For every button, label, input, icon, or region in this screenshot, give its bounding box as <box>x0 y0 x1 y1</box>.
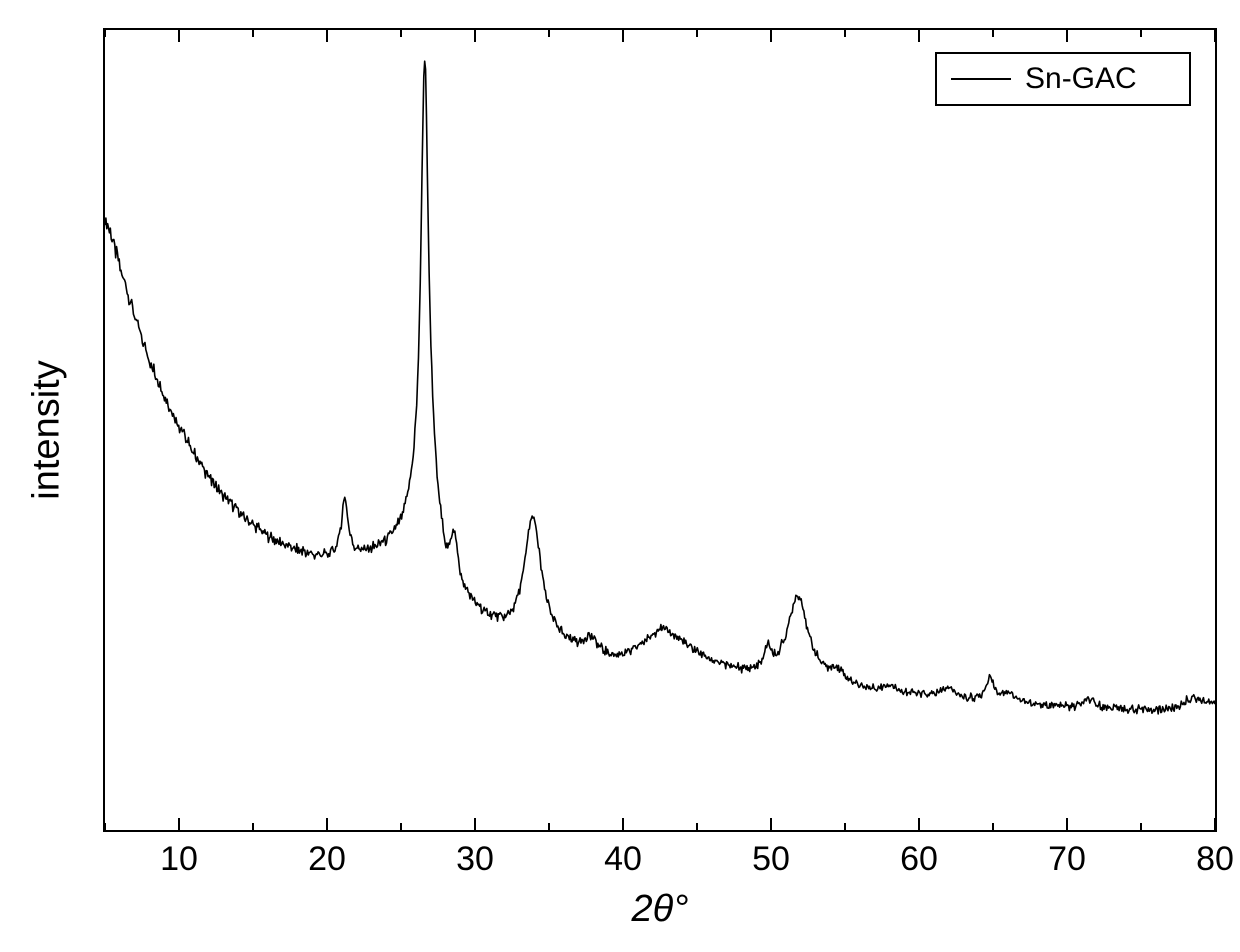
x-tick <box>104 823 106 830</box>
x-tick <box>178 818 180 830</box>
x-tick-top <box>1214 30 1216 42</box>
x-tick-top <box>104 30 106 37</box>
x-tick <box>696 823 698 830</box>
x-tick-top <box>1066 30 1068 42</box>
legend-label: Sn-GAC <box>1025 62 1137 96</box>
xrd-figure: 10 20 30 40 50 60 70 80 intensity 2θ° Sn-GAC <box>0 0 1240 952</box>
x-tick-label: 50 <box>752 840 790 879</box>
x-tick-top <box>622 30 624 42</box>
x-tick <box>548 823 550 830</box>
x-tick-label: 40 <box>604 840 642 879</box>
x-tick-top <box>326 30 328 42</box>
x-tick <box>1214 818 1216 830</box>
x-tick-top <box>1140 30 1142 37</box>
x-tick-top <box>918 30 920 42</box>
x-tick-label: 10 <box>160 840 198 879</box>
x-tick <box>400 823 402 830</box>
x-tick-top <box>696 30 698 37</box>
x-tick-top <box>770 30 772 42</box>
xrd-trace <box>105 61 1215 714</box>
legend-line-sample <box>951 78 1011 80</box>
x-tick-top <box>178 30 180 42</box>
x-tick <box>1140 823 1142 830</box>
x-tick <box>252 823 254 830</box>
x-tick-top <box>400 30 402 37</box>
x-tick-top <box>252 30 254 37</box>
x-axis-label: 2θ° <box>632 888 689 931</box>
x-tick-label: 80 <box>1196 840 1234 879</box>
x-tick-top <box>992 30 994 37</box>
x-tick <box>918 818 920 830</box>
x-tick-label: 70 <box>1048 840 1086 879</box>
x-tick <box>1066 818 1068 830</box>
x-tick-label: 30 <box>456 840 494 879</box>
x-tick <box>770 818 772 830</box>
x-tick-label: 60 <box>900 840 938 879</box>
x-tick <box>474 818 476 830</box>
x-tick-top <box>548 30 550 37</box>
xrd-line-plot <box>0 0 1240 952</box>
x-tick <box>844 823 846 830</box>
x-tick-top <box>844 30 846 37</box>
legend: Sn-GAC <box>935 52 1191 106</box>
x-tick <box>992 823 994 830</box>
y-axis-label: intensity <box>26 360 69 499</box>
x-tick-top <box>474 30 476 42</box>
x-tick <box>326 818 328 830</box>
x-tick-label: 20 <box>308 840 346 879</box>
x-tick <box>622 818 624 830</box>
